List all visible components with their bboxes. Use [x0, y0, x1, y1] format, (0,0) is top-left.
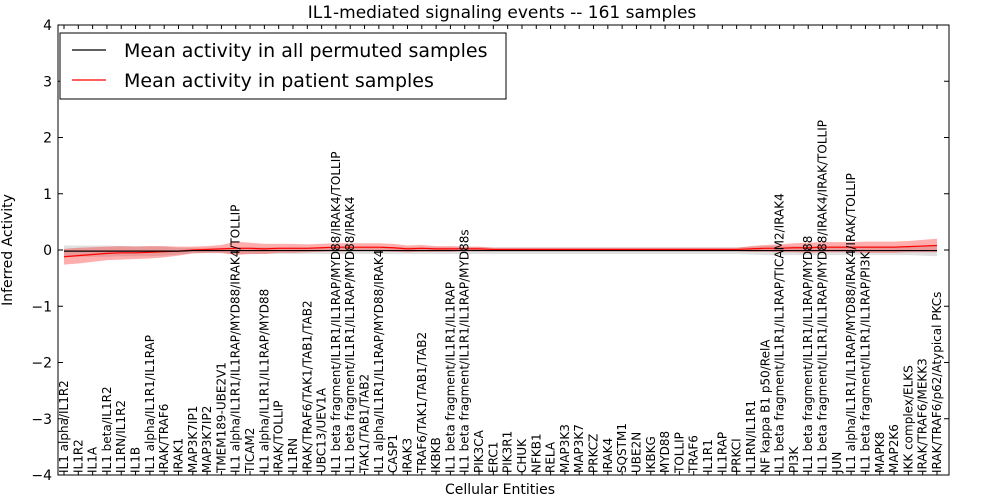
- x-tick-label: IL1 alpha/IL1R1/IL1RAP/MYD88/IRAK4/IRAK/…: [844, 173, 858, 473]
- x-axis-label: Cellular Entities: [445, 482, 555, 498]
- x-tick-label: PIK3CA: [472, 429, 486, 473]
- x-tick-label: TOLLIP: [672, 432, 686, 474]
- x-tick-label: SQSTM1: [615, 423, 629, 473]
- x-tick-label: RELA: [544, 441, 558, 473]
- x-tick-label: MAP3K3: [558, 424, 572, 473]
- band-patient: [64, 238, 937, 265]
- x-tick-label: CHUK: [515, 438, 529, 473]
- x-tick-label: IRAK/TRAF6/MEKK3: [916, 358, 930, 473]
- x-tick-label: IL1 beta fragment/IL1R1/IL1RAP/TICAM2/IR…: [773, 193, 787, 473]
- x-tick-label: TAK1/TAB1/TAB2: [358, 374, 372, 474]
- legend-label-permuted: Mean activity in all permuted samples: [124, 40, 487, 62]
- x-tick-label: MAP3K7IP2: [200, 406, 214, 473]
- x-tick-label: IL1A: [86, 446, 100, 473]
- x-tick-label: UBC13/UEV1A: [315, 387, 329, 473]
- x-tick-label: IL1 beta fragment/IL1R1/IL1RAP: [443, 282, 457, 473]
- x-tick-label: IL1 alpha/IL1R1/IL1RAP/MYD88: [257, 289, 271, 473]
- x-tick-label: PI3K: [787, 446, 801, 473]
- x-tick-label: MAPK8: [873, 432, 887, 473]
- plot-area: IL1 alpha/IL1R2 IL1R2 IL1A IL1 beta/IL1R2 IL…: [57, 24, 950, 476]
- x-tick-label: NFKB1: [529, 433, 543, 473]
- x-tick-marks: [63, 25, 938, 475]
- x-tick-label: IKBKB: [429, 437, 443, 473]
- line-patient: [63, 244, 938, 258]
- x-tick-label: IL1 beta/IL1R2: [100, 386, 114, 473]
- x-tick-label: IKBKG: [644, 436, 658, 473]
- x-tick-label: IL1 beta fragment/IL1R1/IL1RAP/PI3K: [858, 250, 872, 473]
- x-tick-label: IL1 beta fragment/IL1R1/IL1RAP/MYD88/IRA…: [816, 120, 830, 473]
- y-tick-label: −2: [31, 356, 52, 372]
- x-tick-label: IRAK/TRAF6: [157, 404, 171, 473]
- x-tick-label: IL1RAP: [715, 432, 729, 473]
- y-axis-label: Inferred Activity: [0, 194, 16, 306]
- x-tick-label: MAP3K7IP1: [186, 406, 200, 473]
- series-lines: [63, 244, 938, 258]
- x-tick-label: IL1 alpha/IL1R1/IL1RAP: [143, 335, 157, 473]
- x-tick-label: IKK complex/ELKS: [901, 365, 915, 473]
- line-permuted: [64, 249, 937, 252]
- x-tick-label: TRAF6/TAK1/TAB1/TAB2: [415, 332, 429, 474]
- x-tick-label: IL1 beta fragment/IL1R1/IL1RAP/MYD88: [801, 236, 815, 473]
- legend-label-patient: Mean activity in patient samples: [124, 70, 434, 92]
- x-tick-label: IL1 beta fragment/IL1R1/IL1RAP/MYD88/IRA…: [329, 152, 343, 473]
- x-tick-label: PRKCI: [730, 438, 744, 473]
- x-tick-label: MYD88: [658, 431, 672, 473]
- y-tick-label: 1: [43, 187, 52, 203]
- y-tick-label: 3: [43, 74, 52, 90]
- x-tick-label: IRAK3: [400, 438, 414, 473]
- chart-title: IL1-mediated signaling events -- 161 sam…: [308, 3, 697, 23]
- x-tick-label: IL1 beta fragment/IL1R1/IL1RAP/MYD88s: [458, 229, 472, 473]
- y-tick-labels: 4 3 2 1 0 −1 −2 −3 −4: [31, 18, 52, 484]
- y-tick-label: 4: [43, 18, 52, 34]
- x-tick-labels: IL1 alpha/IL1R2 IL1R2 IL1A IL1 beta/IL1R2 IL…: [57, 120, 944, 474]
- y-tick-label: −4: [31, 468, 52, 484]
- x-tick-label: NF kappa B1 p50/RelA: [758, 339, 772, 473]
- x-tick-label: IL1B: [129, 447, 143, 473]
- legend: Mean activity in all permuted samples Me…: [59, 32, 507, 100]
- x-tick-label: IL1RN: [286, 438, 300, 473]
- x-tick-label: TICAM2: [243, 428, 257, 474]
- plot-frame: [57, 24, 950, 476]
- x-tick-label: IRAK/TOLLIP: [272, 401, 286, 473]
- x-tick-label: MAP3K7: [572, 424, 586, 473]
- x-tick-label: IL1R2: [71, 439, 85, 473]
- x-tick-label: MAP2K6: [887, 424, 901, 473]
- x-tick-label: IL1RN/IL1R2: [114, 400, 128, 473]
- x-tick-label: PRKCZ: [587, 434, 601, 473]
- x-tick-label: IRAK/TRAF6/p62/Atypical PKCs: [930, 292, 944, 473]
- x-tick-label: CASP1: [386, 434, 400, 473]
- x-tick-label: IL1 alpha/IL1R1/IL1RAP/MYD88/IRAK4: [372, 250, 386, 473]
- y-tick-label: 2: [43, 131, 52, 147]
- x-tick-label: IL1 beta fragment/IL1R1/IL1RAP/MYD88/IRA…: [343, 196, 357, 473]
- legend-box: [59, 32, 507, 100]
- x-tick-label: PIK3R1: [501, 431, 515, 473]
- x-tick-label: IL1 alpha/IL1R1/IL1RAP/MYD88/IRAK4/TOLLI…: [229, 205, 243, 473]
- y-tick-label: 0: [43, 243, 52, 259]
- x-tick-label: IL1R1: [701, 439, 715, 473]
- x-tick-label: UBE2N: [629, 432, 643, 473]
- x-tick-label: TMEM189-UBE2V1: [214, 362, 228, 474]
- x-tick-label: JUN: [830, 452, 844, 474]
- y-tick-label: −3: [31, 412, 52, 428]
- x-tick-label: IRAK4: [601, 438, 615, 473]
- x-tick-label: ERC1: [486, 442, 500, 473]
- x-tick-label: IRAK1: [171, 438, 185, 473]
- x-tick-label: IL1 alpha/IL1R2: [57, 380, 71, 473]
- y-tick-label: −1: [31, 299, 52, 315]
- x-tick-label: IRAK/TRAF6/TAK1/TAB1/TAB2: [300, 300, 314, 473]
- x-tick-label: TRAF6: [687, 435, 701, 474]
- x-tick-label: IL1RN/IL1R1: [744, 400, 758, 473]
